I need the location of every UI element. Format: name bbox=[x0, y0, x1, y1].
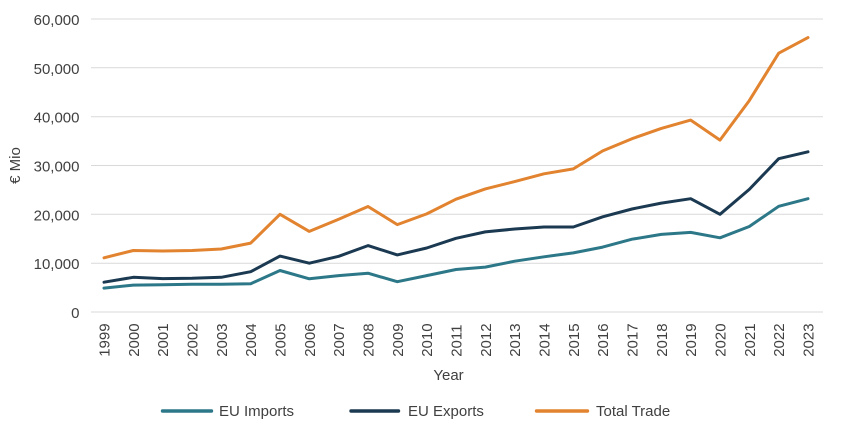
svg-text:1999: 1999 bbox=[97, 323, 114, 356]
svg-text:2017: 2017 bbox=[625, 323, 642, 356]
svg-text:2008: 2008 bbox=[361, 323, 378, 356]
svg-text:2020: 2020 bbox=[713, 323, 730, 356]
svg-text:2018: 2018 bbox=[654, 323, 671, 356]
svg-text:2009: 2009 bbox=[390, 323, 407, 356]
svg-text:60,000: 60,000 bbox=[34, 12, 80, 29]
svg-text:40,000: 40,000 bbox=[34, 110, 80, 127]
svg-text:2006: 2006 bbox=[302, 323, 319, 356]
svg-text:2021: 2021 bbox=[742, 323, 759, 356]
svg-text:50,000: 50,000 bbox=[34, 61, 80, 78]
svg-text:2019: 2019 bbox=[683, 323, 700, 356]
svg-text:0: 0 bbox=[71, 305, 79, 322]
svg-text:30,000: 30,000 bbox=[34, 159, 80, 176]
svg-text:20,000: 20,000 bbox=[34, 207, 80, 224]
svg-text:2003: 2003 bbox=[214, 323, 231, 356]
svg-text:Year: Year bbox=[433, 367, 463, 384]
svg-text:2010: 2010 bbox=[419, 323, 436, 356]
svg-text:EU Exports: EU Exports bbox=[408, 403, 484, 420]
svg-text:2001: 2001 bbox=[155, 323, 172, 356]
svg-text:2016: 2016 bbox=[595, 323, 612, 356]
svg-text:2023: 2023 bbox=[801, 323, 818, 356]
svg-text:Total Trade: Total Trade bbox=[596, 403, 670, 420]
svg-text:10,000: 10,000 bbox=[34, 256, 80, 273]
svg-text:2002: 2002 bbox=[185, 323, 202, 356]
svg-text:2007: 2007 bbox=[331, 323, 348, 356]
svg-text:2014: 2014 bbox=[537, 323, 554, 356]
svg-text:2011: 2011 bbox=[449, 325, 466, 357]
svg-text:2013: 2013 bbox=[507, 323, 524, 356]
svg-text:2000: 2000 bbox=[126, 323, 143, 356]
svg-text:2004: 2004 bbox=[243, 323, 260, 356]
svg-text:2012: 2012 bbox=[478, 323, 495, 356]
svg-text:2005: 2005 bbox=[273, 323, 290, 356]
svg-text:2015: 2015 bbox=[566, 323, 583, 356]
svg-text:€ Mio: € Mio bbox=[7, 147, 24, 184]
svg-text:EU Imports: EU Imports bbox=[219, 403, 294, 420]
svg-text:2022: 2022 bbox=[771, 323, 788, 356]
